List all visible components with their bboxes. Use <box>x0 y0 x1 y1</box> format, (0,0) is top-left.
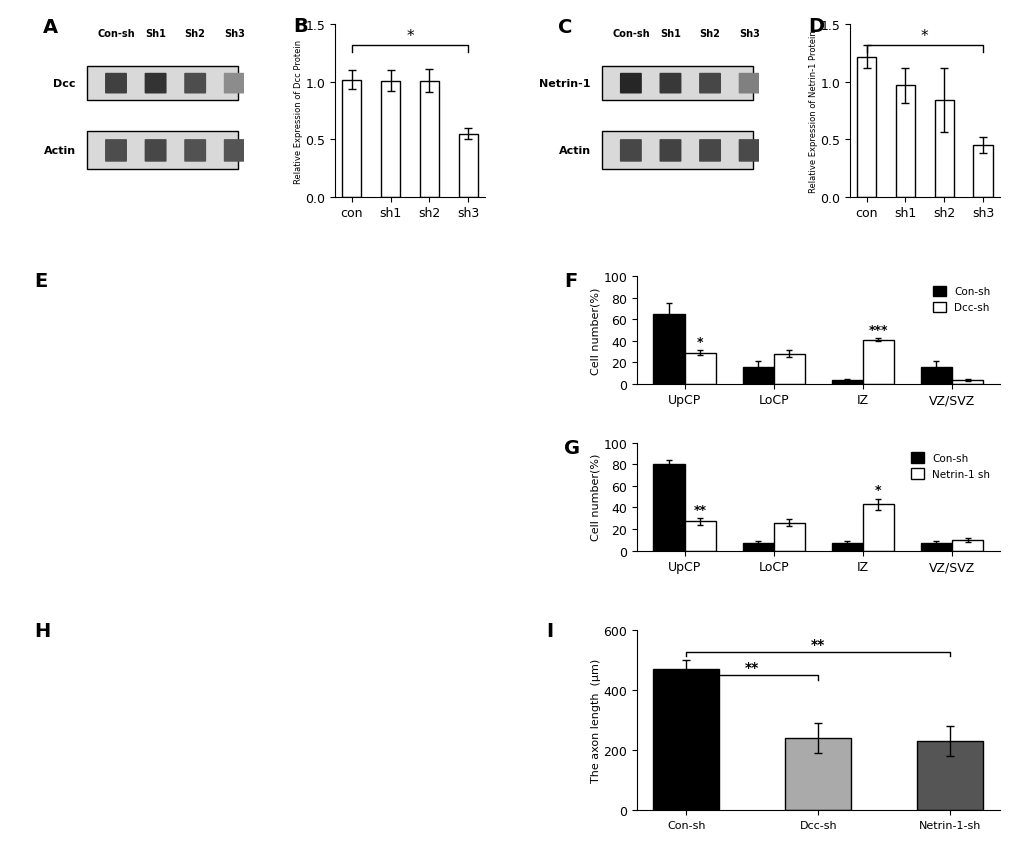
Text: Sh3: Sh3 <box>224 29 245 39</box>
FancyBboxPatch shape <box>145 140 166 163</box>
Text: G: G <box>564 438 580 457</box>
Bar <box>380 82 399 197</box>
Text: H: H <box>34 621 50 640</box>
Bar <box>785 738 851 810</box>
FancyBboxPatch shape <box>145 73 166 95</box>
Bar <box>684 353 715 384</box>
Bar <box>951 381 982 384</box>
Text: DAPI: DAPI <box>65 408 96 419</box>
Bar <box>933 101 953 197</box>
FancyBboxPatch shape <box>620 73 641 95</box>
Y-axis label: Cell number(%): Cell number(%) <box>590 453 600 541</box>
Bar <box>895 86 914 197</box>
FancyBboxPatch shape <box>620 140 641 163</box>
Text: *: * <box>406 30 414 44</box>
Bar <box>653 315 684 384</box>
Bar <box>862 505 893 551</box>
Text: E: E <box>34 272 47 290</box>
Text: Netrin-1: Netrin-1 <box>539 78 590 89</box>
Bar <box>856 57 875 197</box>
FancyBboxPatch shape <box>601 133 753 170</box>
Text: F: F <box>564 272 577 290</box>
Bar <box>972 146 991 197</box>
Bar <box>684 522 715 551</box>
FancyBboxPatch shape <box>87 133 238 170</box>
Text: Netrin-1-sh: Netrin-1-sh <box>409 279 475 289</box>
Bar <box>920 367 951 384</box>
Y-axis label: Cell number(%): Cell number(%) <box>590 287 600 374</box>
Text: **: ** <box>810 637 824 651</box>
FancyBboxPatch shape <box>105 73 126 95</box>
Bar <box>830 544 862 551</box>
FancyBboxPatch shape <box>184 140 206 163</box>
Text: **: ** <box>693 503 706 516</box>
Text: Sh1: Sh1 <box>145 29 166 39</box>
Text: Actin: Actin <box>44 146 75 156</box>
FancyBboxPatch shape <box>659 140 681 163</box>
Text: Merge: Merge <box>65 500 105 509</box>
Legend: Con-sh, Dcc-sh: Con-sh, Dcc-sh <box>928 282 994 317</box>
FancyBboxPatch shape <box>738 73 760 95</box>
Text: GFP: GFP <box>65 318 91 328</box>
Text: **: ** <box>745 660 759 674</box>
Bar <box>951 540 982 551</box>
Text: Sh3: Sh3 <box>739 29 759 39</box>
Text: Sh1: Sh1 <box>659 29 681 39</box>
Text: Con-sh: Con-sh <box>97 29 135 39</box>
Y-axis label: The axon length  (μm): The axon length (μm) <box>590 658 600 782</box>
Y-axis label: Relative Expression of Netrin-1 Protein: Relative Expression of Netrin-1 Protein <box>808 30 817 192</box>
Text: Netrin-1-sh: Netrin-1-sh <box>388 782 459 793</box>
Bar <box>862 340 893 384</box>
Text: *: * <box>696 335 703 349</box>
Text: Dcc: Dcc <box>53 78 75 89</box>
FancyBboxPatch shape <box>184 73 206 95</box>
Bar <box>916 741 982 810</box>
Text: D: D <box>807 17 823 35</box>
FancyBboxPatch shape <box>105 140 126 163</box>
FancyBboxPatch shape <box>601 67 753 101</box>
Text: Dcc-sh: Dcc-sh <box>253 782 294 793</box>
FancyBboxPatch shape <box>698 73 720 95</box>
Text: B: B <box>293 17 308 35</box>
Text: A: A <box>43 19 58 37</box>
Bar <box>742 544 773 551</box>
Legend: Con-sh, Netrin-1 sh: Con-sh, Netrin-1 sh <box>906 449 994 484</box>
Text: Con-sh: Con-sh <box>103 782 146 793</box>
Y-axis label: Relative Expression of Dcc Protein: Relative Expression of Dcc Protein <box>293 40 303 183</box>
FancyBboxPatch shape <box>223 73 246 95</box>
FancyBboxPatch shape <box>223 140 246 163</box>
Text: C: C <box>557 19 572 37</box>
Bar <box>419 82 438 197</box>
FancyBboxPatch shape <box>738 140 760 163</box>
FancyBboxPatch shape <box>87 67 238 101</box>
Text: Actin: Actin <box>558 146 590 156</box>
Text: Sh2: Sh2 <box>699 29 719 39</box>
Bar <box>459 134 478 197</box>
Bar <box>773 354 804 384</box>
Text: I: I <box>546 621 553 640</box>
FancyBboxPatch shape <box>698 140 720 163</box>
Bar <box>341 80 361 197</box>
Text: *: * <box>874 484 880 496</box>
FancyBboxPatch shape <box>659 73 681 95</box>
Text: Con-sh: Con-sh <box>611 29 649 39</box>
Bar <box>653 465 684 551</box>
Bar <box>773 523 804 551</box>
Text: Con-sh: Con-sh <box>313 279 353 289</box>
Bar <box>920 544 951 551</box>
Text: Con-sh: Con-sh <box>87 279 126 289</box>
Bar <box>653 669 718 810</box>
Text: Sh2: Sh2 <box>184 29 206 39</box>
Bar <box>742 367 773 384</box>
Bar <box>830 381 862 384</box>
Text: ***: *** <box>868 323 888 336</box>
Text: *: * <box>920 30 927 44</box>
Text: Dcc-sh: Dcc-sh <box>196 279 234 289</box>
